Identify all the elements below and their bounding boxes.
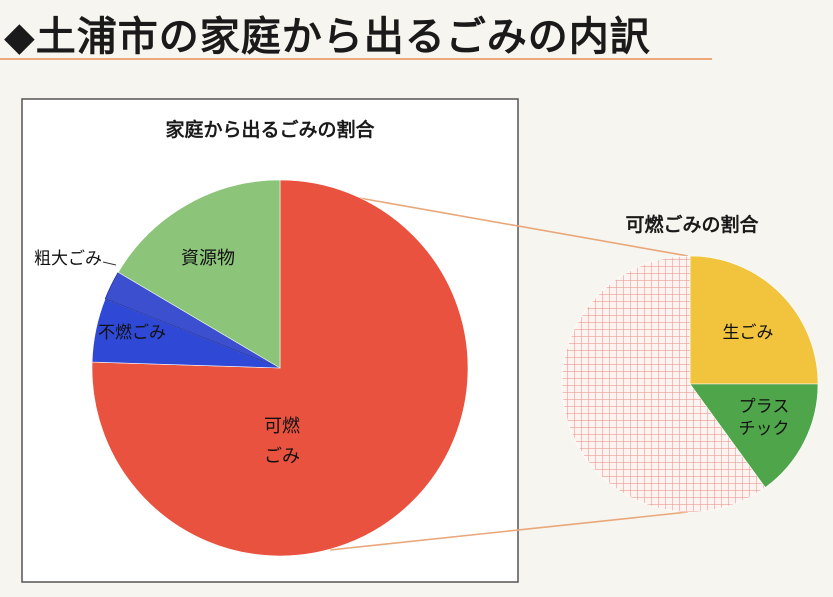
label-plastic-line1: プラス bbox=[739, 397, 790, 417]
label-oversized: 粗大ごみ bbox=[34, 249, 102, 269]
heading-underline bbox=[0, 58, 712, 60]
label-recyclables: 資源物 bbox=[181, 248, 235, 269]
label-burnable-line1: 可燃 bbox=[264, 416, 300, 437]
pie-slice-other bbox=[561, 255, 766, 513]
label-plastic-line2: チック bbox=[739, 419, 790, 439]
main-pie bbox=[91, 179, 469, 557]
sub-pie bbox=[561, 255, 819, 513]
sub-chart-title: 可燃ごみの割合 bbox=[625, 213, 759, 236]
connector-line-top bbox=[347, 195, 689, 257]
connector-line-bottom bbox=[329, 511, 689, 551]
pie-slice-recyclables bbox=[117, 179, 281, 369]
label-oversized-leader bbox=[102, 261, 117, 266]
page-heading: ◆土浦市の家庭から出るごみの内訳 bbox=[4, 14, 651, 60]
label-food-waste: 生ごみ bbox=[723, 323, 774, 343]
pie-slice-plastic bbox=[689, 383, 819, 488]
pie-slice-food-waste bbox=[689, 255, 819, 385]
label-burnable-line2: ごみ bbox=[264, 446, 300, 467]
main-chart-title: 家庭から出るごみの割合 bbox=[165, 118, 375, 141]
label-nonburnable: 不燃ごみ bbox=[98, 323, 166, 343]
